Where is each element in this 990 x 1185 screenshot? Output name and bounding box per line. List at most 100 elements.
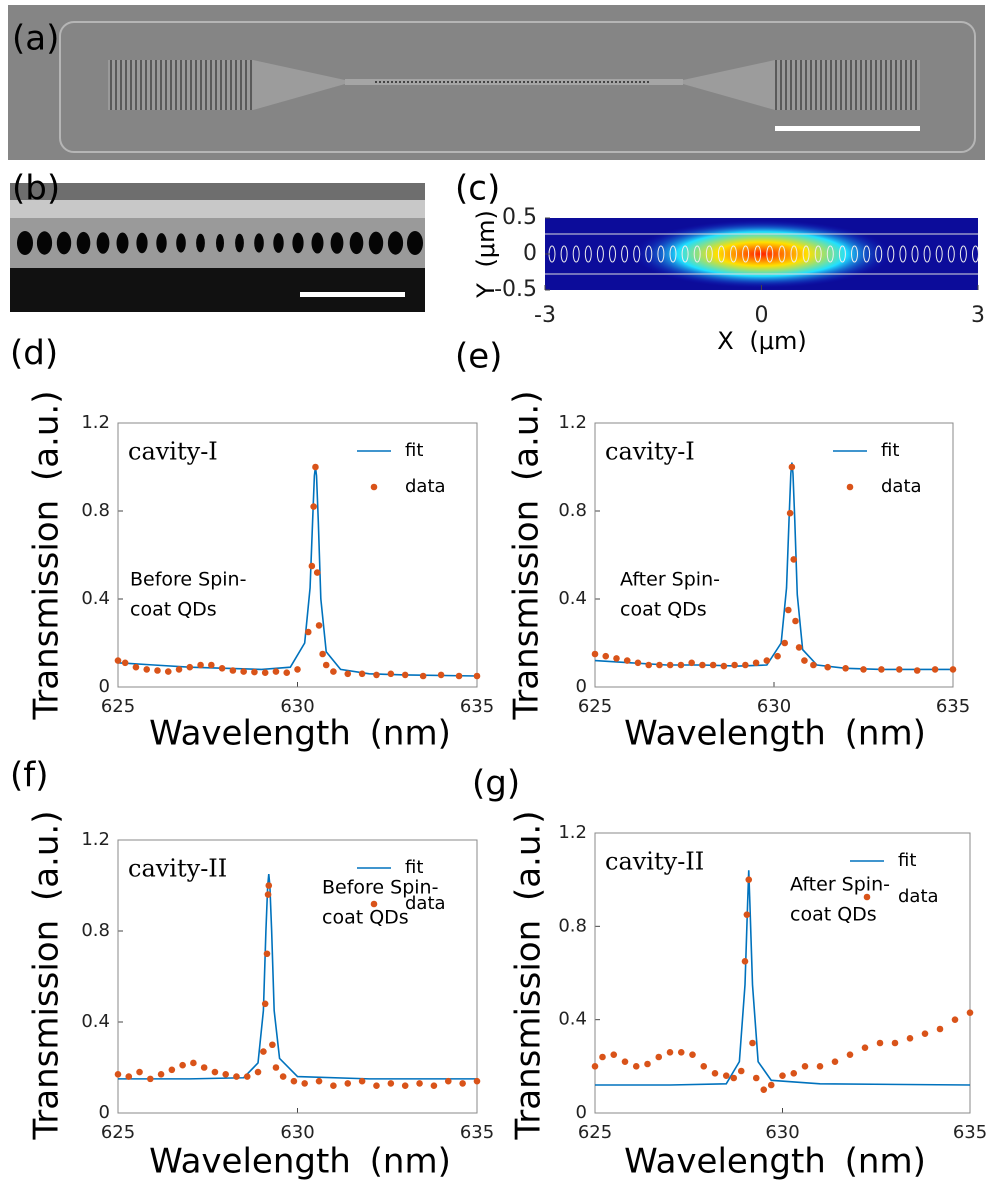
fit-line bbox=[117, 466, 478, 677]
data-point bbox=[261, 669, 269, 676]
annotation: After Spin- bbox=[620, 569, 720, 591]
y-axis-label: Transmission (a.u.) bbox=[27, 391, 67, 721]
hole-outline bbox=[838, 245, 846, 263]
data-point bbox=[709, 661, 717, 669]
data-point bbox=[795, 644, 803, 651]
data-point bbox=[677, 1049, 685, 1056]
hole-outline bbox=[778, 245, 786, 263]
hole bbox=[176, 233, 186, 253]
data-point bbox=[741, 958, 749, 965]
hole bbox=[196, 233, 205, 253]
data-point bbox=[200, 1064, 208, 1071]
hole-outline bbox=[584, 245, 592, 263]
data-point bbox=[358, 1077, 366, 1085]
cavity-label: cavity-II bbox=[128, 855, 227, 883]
data-point bbox=[599, 1053, 606, 1061]
data-point bbox=[677, 661, 685, 669]
data-point bbox=[168, 1066, 176, 1074]
hole bbox=[235, 233, 244, 253]
y-axis-label: Transmission (a.u.) bbox=[27, 811, 67, 1141]
hole bbox=[387, 231, 404, 255]
data-point bbox=[737, 1067, 745, 1075]
x-tick-label: 625 bbox=[101, 696, 135, 717]
data-point bbox=[310, 503, 317, 510]
x-tick-label: 635 bbox=[460, 696, 494, 717]
annotation: Before Spin- bbox=[130, 569, 246, 591]
data-point bbox=[344, 1080, 352, 1087]
annotation: After Spin- bbox=[790, 874, 890, 896]
data-point bbox=[330, 668, 337, 675]
panel-label: (a) bbox=[12, 19, 59, 59]
hole bbox=[96, 232, 110, 254]
hole bbox=[368, 231, 384, 255]
data-point bbox=[610, 1051, 618, 1058]
hole-outline bbox=[851, 245, 858, 263]
data-point bbox=[785, 606, 792, 614]
data-point bbox=[730, 1074, 738, 1082]
hole-outline bbox=[972, 245, 979, 263]
x-tick-label: 635 bbox=[953, 1122, 987, 1143]
data-point bbox=[913, 667, 921, 674]
hole-outline bbox=[621, 245, 629, 263]
data-point bbox=[689, 1051, 696, 1058]
data-point bbox=[861, 1044, 869, 1051]
data-point bbox=[243, 1073, 251, 1080]
data-point bbox=[315, 622, 323, 629]
hole-outline bbox=[766, 245, 774, 263]
data-point bbox=[308, 562, 316, 570]
panel-label: (b) bbox=[12, 169, 60, 209]
data-point bbox=[322, 661, 330, 669]
data-point bbox=[211, 1068, 219, 1076]
hole bbox=[330, 232, 344, 254]
data-point bbox=[229, 667, 237, 674]
x-tick-label: 635 bbox=[460, 1122, 494, 1143]
hole-outline bbox=[826, 245, 834, 263]
x-tick-label: 630 bbox=[765, 1122, 799, 1143]
data-point bbox=[283, 669, 291, 676]
data-point bbox=[330, 1082, 337, 1089]
data-point bbox=[831, 1058, 839, 1065]
y-tick-label: 0.4 bbox=[558, 588, 587, 609]
data-point bbox=[645, 661, 652, 669]
data-point bbox=[786, 509, 794, 517]
annotation: coat QDs bbox=[322, 907, 409, 929]
data-point bbox=[752, 659, 760, 667]
data-point bbox=[891, 1039, 899, 1047]
y-tick-label: 0.5 bbox=[502, 205, 537, 230]
data-point bbox=[208, 661, 215, 669]
hole-outline bbox=[754, 245, 762, 263]
y-tick-label: 1.2 bbox=[558, 412, 587, 433]
hole-outline bbox=[875, 245, 883, 263]
legend-label: data bbox=[405, 893, 446, 914]
data-point bbox=[251, 668, 258, 676]
data-point bbox=[779, 1072, 786, 1079]
data-point bbox=[473, 672, 481, 680]
x-tick-label: 625 bbox=[578, 696, 612, 717]
data-point bbox=[344, 670, 352, 678]
data-point bbox=[743, 911, 751, 918]
data-point bbox=[437, 671, 445, 679]
data-point bbox=[459, 1080, 466, 1087]
data-point bbox=[688, 659, 695, 667]
x-axis-label: X (μm) bbox=[717, 327, 806, 355]
y-axis-label: Transmission (a.u.) bbox=[509, 811, 549, 1141]
panel-label: (f) bbox=[10, 756, 49, 796]
hole-outline bbox=[959, 245, 967, 263]
data-point bbox=[315, 1077, 323, 1085]
legend-label: fit bbox=[881, 440, 899, 461]
hole bbox=[349, 231, 364, 255]
hole-outline bbox=[693, 245, 701, 263]
data-point bbox=[114, 1071, 122, 1078]
data-point bbox=[760, 1086, 768, 1093]
data-point bbox=[233, 1073, 240, 1080]
data-point bbox=[269, 1041, 276, 1049]
y-tick-label: 0.4 bbox=[81, 588, 110, 609]
data-point bbox=[373, 671, 380, 679]
fit-line bbox=[595, 870, 971, 1086]
hole-outline bbox=[947, 245, 955, 263]
panel-label: (d) bbox=[10, 334, 58, 374]
data-point bbox=[602, 652, 610, 660]
data-point bbox=[711, 1070, 719, 1077]
annotation: coat QDs bbox=[790, 904, 877, 926]
hole-outline bbox=[572, 245, 580, 263]
